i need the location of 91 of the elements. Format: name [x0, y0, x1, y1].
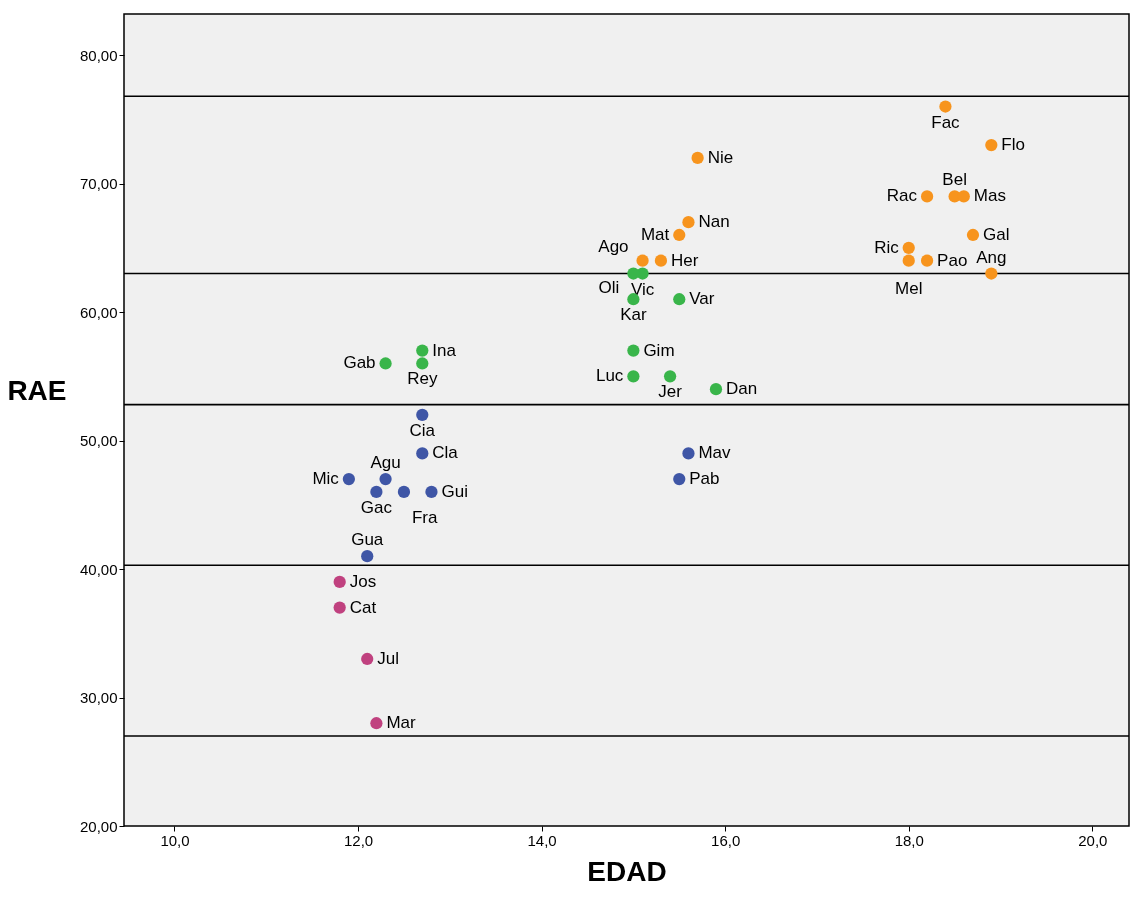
annotation: Flo [1001, 135, 1025, 155]
annotation: Dan [725, 379, 758, 399]
annotation: Rey [407, 369, 438, 389]
point [920, 190, 934, 203]
annotation: Pao [937, 250, 968, 270]
point [627, 370, 640, 383]
x-axis-title: EDAD [587, 855, 667, 887]
x-tick-label: 20,0 [1078, 831, 1108, 849]
point [939, 100, 952, 113]
annotation: Gab [343, 353, 376, 373]
annotation: Jul [377, 648, 399, 668]
annotation: Agu [370, 453, 401, 473]
annotation: Ang [976, 247, 1007, 267]
point [985, 267, 998, 280]
point [902, 254, 915, 267]
point [636, 254, 649, 267]
annotation: Vic [630, 279, 655, 299]
point [416, 447, 429, 460]
annotation: Ric [874, 237, 900, 257]
annotation: Mic [312, 469, 340, 489]
point [902, 241, 915, 254]
annotation: Cla [432, 443, 459, 463]
annotation: Oli [598, 277, 620, 297]
point [416, 344, 429, 357]
point [682, 216, 695, 229]
annotation: Mat [640, 224, 670, 244]
point [627, 344, 640, 357]
point [333, 575, 346, 588]
point [673, 472, 686, 486]
annotation: Her [670, 250, 699, 270]
annotation: Nie [707, 147, 734, 167]
point [627, 267, 640, 280]
y-tick-label: 50,00 [79, 432, 118, 450]
annotation: Ina [432, 340, 457, 360]
point [333, 601, 346, 614]
annotation: Jer [658, 382, 683, 402]
annotation: Gui [441, 481, 468, 501]
x-tick-label: 12,0 [343, 831, 374, 849]
annotation: Jos [349, 571, 377, 591]
annotation: Gim [643, 340, 675, 360]
y-axis-title: RAE [7, 375, 67, 407]
point [966, 228, 980, 242]
annotation: Luc [595, 366, 624, 386]
annotation: Cia [409, 420, 436, 440]
annotation: Gua [351, 530, 384, 550]
annotation: Cat [349, 597, 377, 617]
annotation: Pab [689, 469, 720, 489]
annotation: Var [689, 289, 715, 309]
annotation: Kar [620, 305, 647, 325]
x-tick-label: 16,0 [711, 831, 741, 849]
y-tick-label: 30,00 [79, 689, 118, 707]
point [663, 370, 677, 383]
point [379, 357, 392, 370]
y-tick-label: 70,00 [79, 175, 118, 193]
point [691, 151, 704, 165]
point [682, 447, 695, 460]
x-tick-label: 14,0 [527, 831, 557, 849]
point [673, 228, 686, 242]
point [370, 717, 383, 730]
annotation: Mel [895, 278, 923, 298]
point [654, 254, 668, 267]
annotation: Ago [598, 236, 629, 256]
y-tick-label: 20,00 [79, 817, 118, 835]
point [379, 472, 392, 486]
x-tick-label: 18,0 [894, 831, 924, 849]
point [397, 485, 411, 499]
point [920, 254, 934, 267]
annotation: Mar [386, 713, 417, 733]
point [673, 293, 686, 306]
point [985, 138, 998, 152]
annotation: Bel [942, 170, 967, 190]
annotation: Fra [411, 507, 438, 527]
annotation: Mav [698, 443, 732, 463]
annotation: Mas [973, 186, 1006, 206]
annotation: Nan [698, 212, 730, 232]
point [416, 408, 429, 421]
annotation: Rac [886, 186, 918, 206]
point [361, 652, 374, 666]
annotation: Fac [931, 112, 961, 132]
point [361, 550, 374, 563]
annotation: Gal [982, 224, 1010, 244]
point [425, 485, 438, 499]
y-tick-label: 40,00 [79, 560, 118, 578]
y-tick-label: 80,00 [79, 46, 118, 64]
x-tick-label: 10,0 [160, 831, 190, 849]
y-tick-label: 60,00 [79, 303, 118, 321]
point [416, 357, 429, 370]
point [342, 472, 355, 486]
point [370, 485, 383, 499]
point [709, 383, 723, 396]
annotation: Gac [360, 497, 393, 517]
